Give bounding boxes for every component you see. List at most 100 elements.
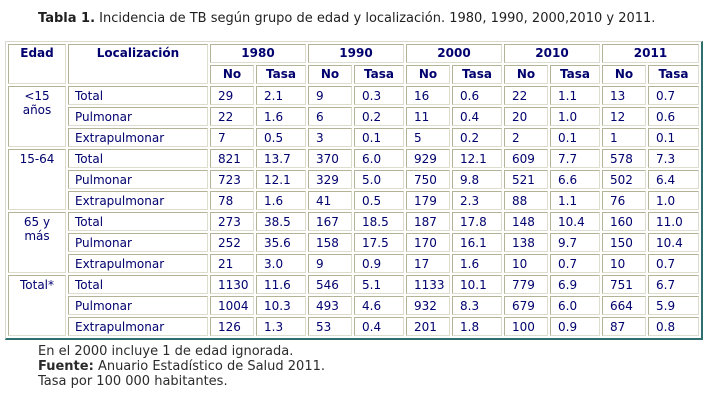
data-cell: 1004 <box>210 296 254 315</box>
data-cell: 9 <box>308 86 352 105</box>
data-cell: 126 <box>210 317 254 336</box>
col-header-tasa: Tasa <box>354 65 404 84</box>
data-cell: 3 <box>308 128 352 147</box>
col-header-tasa: Tasa <box>452 65 502 84</box>
edad-group-cell: 65 y más <box>8 212 66 273</box>
data-cell: 0.6 <box>648 107 699 126</box>
data-cell: 201 <box>406 317 450 336</box>
data-cell: 7 <box>210 128 254 147</box>
footnote-rate-note: Tasa por 100 000 habitantes. <box>38 374 228 389</box>
data-cell: 0.5 <box>354 191 404 210</box>
table-row: <15 años Total 29 2.1 9 0.3 16 0.6 22 1.… <box>8 86 699 147</box>
data-cell: 2.3 <box>452 191 502 210</box>
data-cell: 0.3 <box>354 86 404 105</box>
data-cell: 170 <box>406 233 450 252</box>
data-cell: 18.5 <box>354 212 404 231</box>
table-row: Extrapulmonar 126 1.3 53 0.4 201 1.8 100… <box>8 317 699 336</box>
data-cell: 6.0 <box>550 296 600 315</box>
col-header-no: No <box>210 65 254 84</box>
table-row: Pulmonar 252 35.6 158 17.5 170 16.1 138 … <box>8 233 699 252</box>
data-cell: 5.9 <box>648 296 699 315</box>
col-header-tasa: Tasa <box>550 65 600 84</box>
col-header-year-1980: 1980 <box>210 44 306 63</box>
data-cell: 16 <box>406 86 450 105</box>
data-cell: 0.5 <box>256 128 306 147</box>
data-cell: 12.1 <box>256 170 306 189</box>
data-cell: 0.9 <box>354 254 404 273</box>
data-cell: 12 <box>602 107 646 126</box>
localizacion-cell: Total <box>68 149 208 168</box>
col-header-year-2000: 2000 <box>406 44 502 63</box>
data-cell: 1.6 <box>256 107 306 126</box>
data-cell: 609 <box>504 149 548 168</box>
data-cell: 1.8 <box>452 317 502 336</box>
data-cell: 22 <box>504 86 548 105</box>
data-cell: 929 <box>406 149 450 168</box>
data-cell: 13 <box>602 86 646 105</box>
data-cell: 35.6 <box>256 233 306 252</box>
localizacion-cell: Extrapulmonar <box>68 128 208 147</box>
data-cell: 167 <box>308 212 352 231</box>
data-cell: 6.0 <box>354 149 404 168</box>
data-cell: 1133 <box>406 275 450 294</box>
edad-group-cell: Total* <box>8 275 66 336</box>
data-cell: 87 <box>602 317 646 336</box>
data-cell: 7.7 <box>550 149 600 168</box>
data-cell: 22 <box>210 107 254 126</box>
localizacion-cell: Pulmonar <box>68 107 208 126</box>
data-cell: 0.2 <box>354 107 404 126</box>
data-cell: 9 <box>308 254 352 273</box>
data-cell: 187 <box>406 212 450 231</box>
data-cell: 6.4 <box>648 170 699 189</box>
localizacion-cell: Extrapulmonar <box>68 254 208 273</box>
data-cell: 76 <box>602 191 646 210</box>
data-cell: 0.2 <box>452 128 502 147</box>
edad-group-cell: 15-64 <box>8 149 66 210</box>
data-cell: 160 <box>602 212 646 231</box>
data-cell: 13.7 <box>256 149 306 168</box>
data-cell: 20 <box>504 107 548 126</box>
data-cell: 2.1 <box>256 86 306 105</box>
col-header-localizacion: Localización <box>68 44 208 84</box>
table-row: 65 y más Total 273 38.5 167 18.5 187 17.… <box>8 212 699 273</box>
data-cell: 17.8 <box>452 212 502 231</box>
data-cell: 100 <box>504 317 548 336</box>
col-header-no: No <box>504 65 548 84</box>
col-header-edad: Edad <box>8 44 66 84</box>
data-cell: 932 <box>406 296 450 315</box>
data-cell: 148 <box>504 212 548 231</box>
data-cell: 0.1 <box>648 128 699 147</box>
data-cell: 1 <box>602 128 646 147</box>
data-cell: 664 <box>602 296 646 315</box>
col-header-no: No <box>602 65 646 84</box>
table-title-text: Incidencia de TB según grupo de edad y l… <box>99 11 656 26</box>
table-title-label: Tabla 1. <box>38 11 96 26</box>
data-cell: 0.7 <box>550 254 600 273</box>
data-cell: 11.6 <box>256 275 306 294</box>
data-cell: 1.0 <box>648 191 699 210</box>
data-cell: 5 <box>406 128 450 147</box>
data-cell: 53 <box>308 317 352 336</box>
data-cell: 723 <box>210 170 254 189</box>
data-cell: 821 <box>210 149 254 168</box>
col-header-year-2011: 2011 <box>602 44 699 63</box>
data-cell: 7.3 <box>648 149 699 168</box>
localizacion-cell: Pulmonar <box>68 233 208 252</box>
data-cell: 78 <box>210 191 254 210</box>
data-cell: 0.8 <box>648 317 699 336</box>
table-row: Pulmonar 22 1.6 6 0.2 11 0.4 20 1.0 12 0… <box>8 107 699 126</box>
col-header-year-1990: 1990 <box>308 44 404 63</box>
header-row-measures: No Tasa No Tasa No Tasa No Tasa No Tasa <box>8 65 699 84</box>
footnote-age-note: En el 2000 incluye 1 de edad ignorada. <box>38 344 294 359</box>
data-cell: 0.1 <box>550 128 600 147</box>
data-cell: 8.3 <box>452 296 502 315</box>
data-cell: 150 <box>602 233 646 252</box>
data-cell: 3.0 <box>256 254 306 273</box>
header-row-years: Edad Localización 1980 1990 2000 2010 20… <box>8 44 699 84</box>
col-header-year-2010: 2010 <box>504 44 600 63</box>
footnotes: En el 2000 incluye 1 de edad ignorada. F… <box>38 344 707 389</box>
data-cell: 1.6 <box>256 191 306 210</box>
data-cell: 17 <box>406 254 450 273</box>
data-cell: 5.0 <box>354 170 404 189</box>
